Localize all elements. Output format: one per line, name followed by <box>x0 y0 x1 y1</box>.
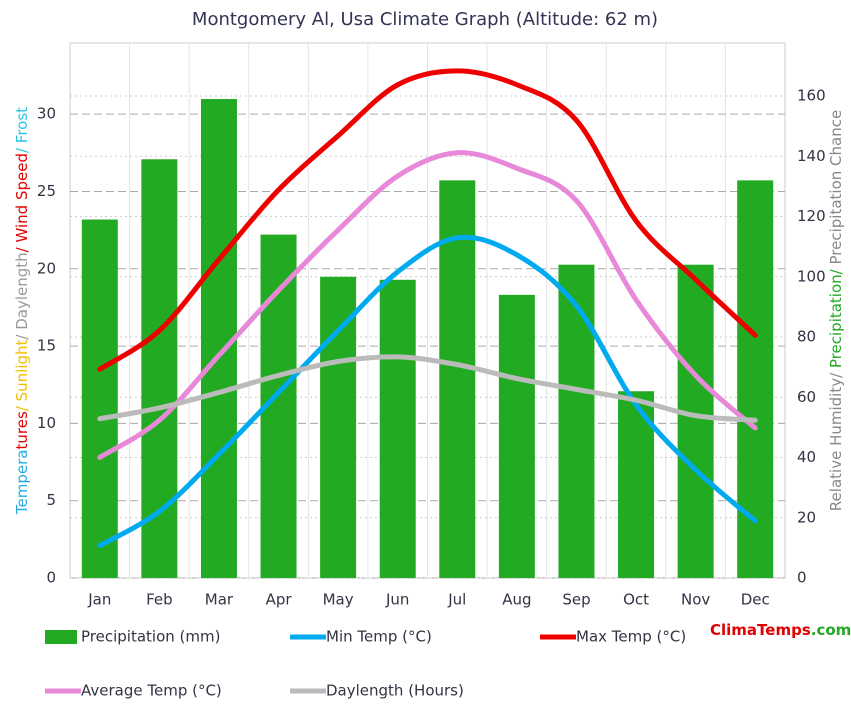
y2-tick-label: 20 <box>797 508 816 526</box>
bar <box>81 219 118 579</box>
bar <box>439 180 476 578</box>
axis-label-part: Tempera <box>13 449 31 515</box>
axis-label-part: tures <box>13 411 31 449</box>
y2-tick-label: 80 <box>797 328 816 346</box>
legend-label: Precipitation (mm) <box>81 628 220 646</box>
y2-tick-label: 40 <box>797 448 816 466</box>
axis-label-part: Precipitation Chance <box>827 110 845 265</box>
legend-label: Min Temp (°C) <box>326 628 432 646</box>
axis-label-part: / Daylength <box>13 252 31 339</box>
axis-label-part: / Sunlight <box>13 339 31 411</box>
x-tick-label: Oct <box>623 591 649 609</box>
line <box>97 150 758 460</box>
legend-label: Daylength (Hours) <box>326 682 464 700</box>
y-tick-label: 30 <box>37 105 56 123</box>
y-tick-label: 10 <box>37 414 56 432</box>
y-tick-label: 5 <box>46 491 56 509</box>
y-tick-label: 25 <box>37 182 56 200</box>
line <box>97 234 758 549</box>
brand-part: .com <box>811 621 851 639</box>
x-tick-label: Jul <box>447 591 466 609</box>
x-tick-label: Sep <box>562 591 590 609</box>
x-tick-label: Jun <box>385 591 409 609</box>
bar <box>320 276 357 578</box>
line <box>97 354 758 423</box>
legend-swatch <box>45 630 77 644</box>
bar <box>379 279 416 578</box>
y2-tick-label: 120 <box>797 207 826 225</box>
y-tick-label: 15 <box>37 337 56 355</box>
y-tick-label: 0 <box>46 569 56 587</box>
brand-part: ClimaTemps <box>710 621 811 639</box>
axis-label-part: Precipitation/ <box>827 265 845 369</box>
x-tick-label: Feb <box>146 591 173 609</box>
legend-label: Max Temp (°C) <box>576 628 686 646</box>
bar <box>558 264 595 578</box>
x-tick-label: Mar <box>205 591 234 609</box>
y-axis-label: Temperatures/ Sunlight/ Daylength/ Wind … <box>13 107 31 515</box>
y2-tick-label: 140 <box>797 147 826 165</box>
y2-tick-label: 100 <box>797 267 826 285</box>
y-tick-label: 20 <box>37 259 56 277</box>
axis-label-part: / Wind Speed <box>13 153 31 252</box>
axis-label-part: / Frost <box>13 107 31 153</box>
axis-label-part: Relative Humidity/ <box>827 368 845 511</box>
x-tick-label: May <box>323 591 354 609</box>
y2-tick-label: 60 <box>797 388 816 406</box>
x-tick-label: Aug <box>502 591 531 609</box>
y2-axis-label: Relative Humidity/ Precipitation/ Precip… <box>827 110 845 511</box>
y2-tick-label: 0 <box>797 569 807 587</box>
x-tick-label: Apr <box>266 591 293 609</box>
bar <box>677 264 714 578</box>
bar <box>498 294 535 578</box>
chart-title: Montgomery Al, Usa Climate Graph (Altitu… <box>192 9 658 30</box>
bar <box>141 159 178 579</box>
x-tick-label: Jan <box>87 591 111 609</box>
x-tick-label: Dec <box>741 591 770 609</box>
legend-label: Average Temp (°C) <box>81 682 222 700</box>
y2-tick-label: 160 <box>797 87 826 105</box>
x-tick-label: Nov <box>681 591 710 609</box>
brand: ClimaTemps.com <box>710 621 851 639</box>
line <box>97 68 758 372</box>
